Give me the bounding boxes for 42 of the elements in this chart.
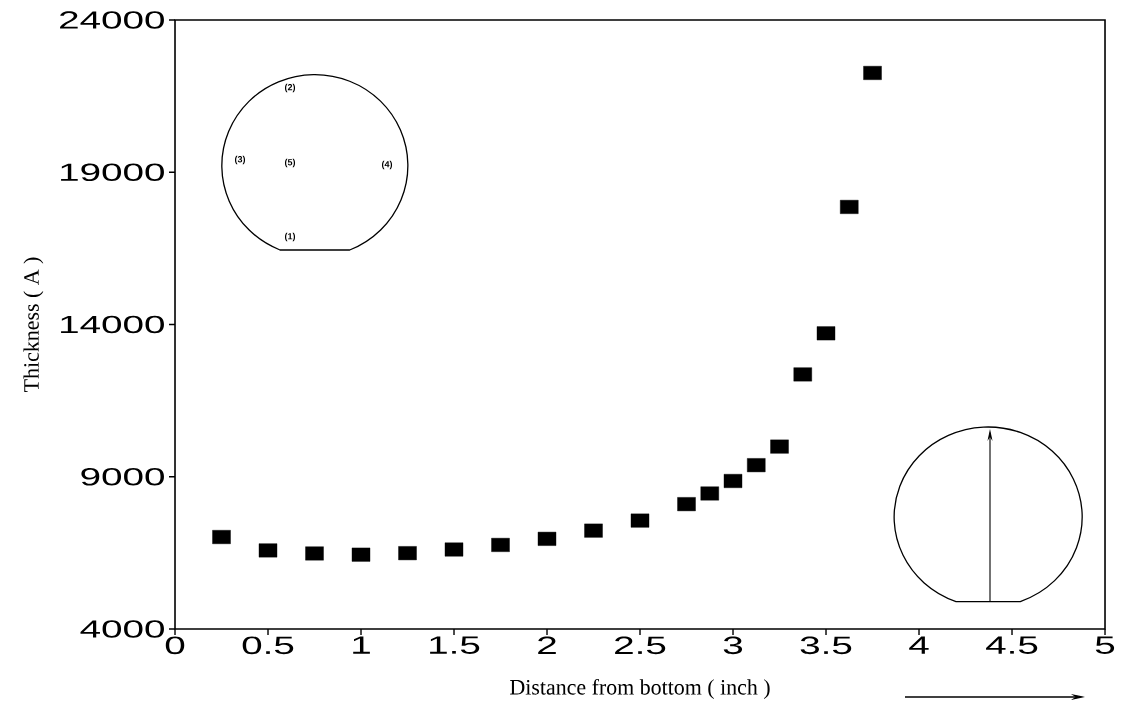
point [816,326,836,341]
point [444,542,464,557]
point [398,546,417,561]
point [747,458,766,473]
x-tick-label: 4.5 [986,636,1038,654]
x-tick-label: 2 [538,636,556,654]
point [537,531,557,546]
y-tick-label: 14000 [61,315,164,334]
annotation: (4) [381,160,393,170]
point [700,486,719,501]
x-tick-label: 1.5 [430,636,480,654]
x-tick-label: 2.5 [615,636,666,655]
point [630,513,650,528]
point [351,547,371,562]
point [258,543,278,558]
point [863,66,882,80]
y-tick-label: 19000 [61,163,164,182]
x-tick-label: 3 [723,636,743,655]
annotation: (1) [284,232,296,242]
point [584,523,603,538]
y-tick-label: 9000 [81,467,164,486]
point [212,530,231,544]
x-tick-label: 1 [353,636,370,654]
y-tick-label: 4000 [80,620,164,638]
point [305,546,324,561]
point [723,474,743,488]
annotation: (5) [284,158,296,168]
annotation: (2) [284,83,296,93]
x-tick-label: 0 [165,636,185,655]
x-tick-label: 4 [909,636,929,654]
x-tick-label: 0.5 [242,636,294,655]
x-tick-label: 3.5 [800,636,852,655]
x-tick-label: 5 [1095,636,1115,654]
point [840,200,859,214]
point [793,367,812,382]
y-axis-title: Thickness ( A ) [23,257,44,392]
point [770,439,789,454]
y-tick-label: 24000 [60,11,164,29]
x-axis-title: Distance from bottom ( inch ) [510,678,770,700]
point [677,497,696,512]
point [491,537,510,552]
annotation: (3) [234,155,246,165]
